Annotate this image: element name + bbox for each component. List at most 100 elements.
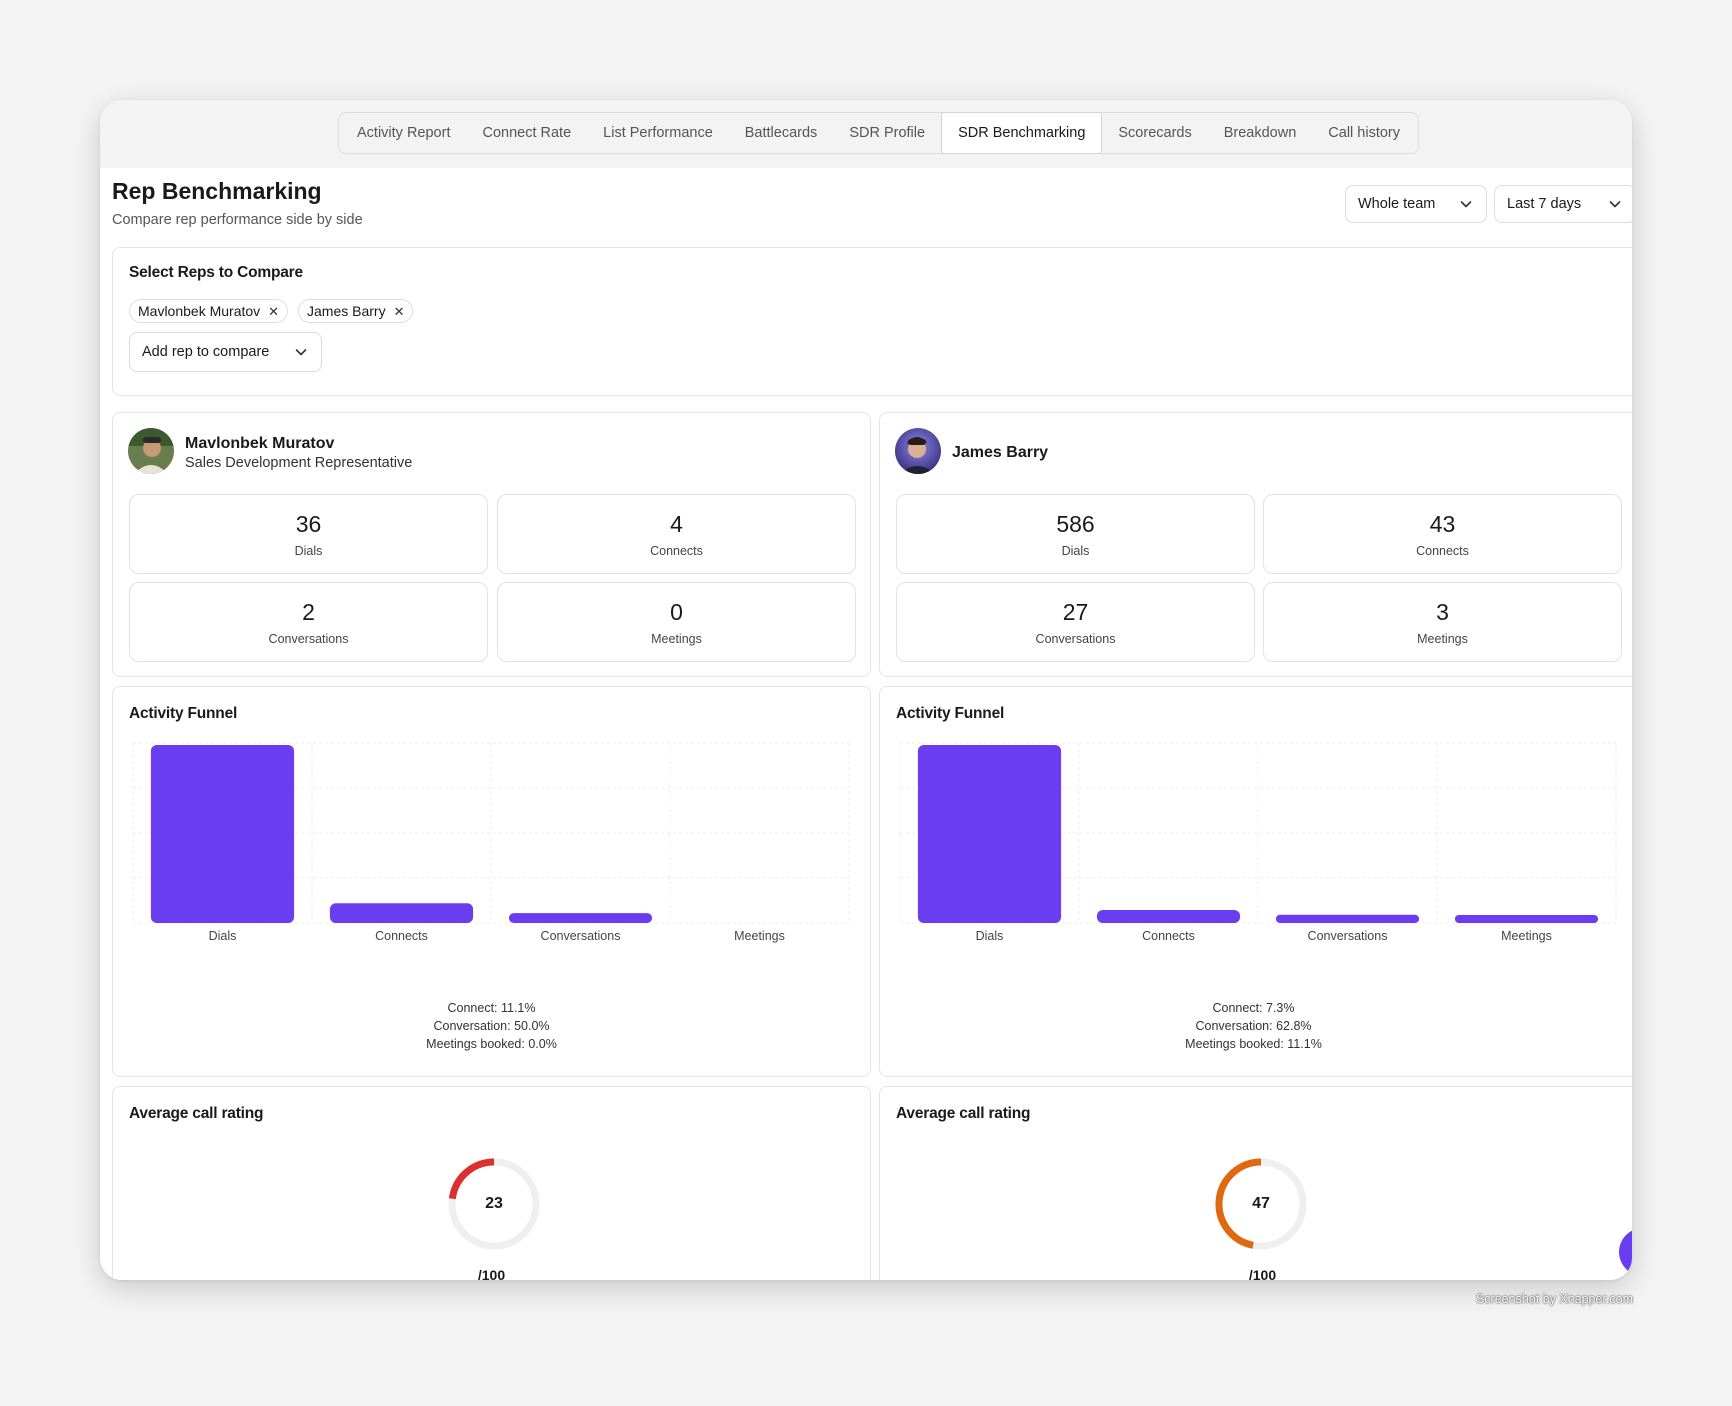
rep-selector-title: Select Reps to Compare	[129, 264, 303, 281]
stat-conversations: 2 Conversations	[129, 582, 488, 662]
stat-meetings: 0 Meetings	[497, 582, 856, 662]
stat-value: 36	[295, 511, 322, 537]
screenshot-credit: Screenshot by Xnapper.com	[1475, 1292, 1633, 1306]
stat-connects: 43 Connects	[1263, 494, 1622, 574]
x-axis-label: Conversations	[1308, 929, 1388, 943]
tab-list-performance[interactable]: List Performance	[603, 125, 713, 141]
chat-launcher-button[interactable]	[1619, 1228, 1632, 1276]
stat-meetings: 3 Meetings	[1263, 582, 1622, 662]
stat-value: 586	[1056, 511, 1095, 537]
stat-label: Meetings	[651, 632, 702, 646]
stat-value: 4	[670, 511, 683, 537]
team-filter-value: Whole team	[1358, 196, 1436, 212]
stat-label: Dials	[294, 544, 323, 558]
funnel-bar-meetings[interactable]	[1454, 915, 1599, 923]
rating-gauge: 47	[1213, 1156, 1309, 1252]
x-axis-label: Meetings	[1501, 929, 1552, 943]
stat-label: Connects	[1416, 544, 1469, 558]
call-rating-card: Average call rating 47 /100	[879, 1086, 1632, 1280]
connect-rate-text: Connect: 11.1%	[447, 1001, 536, 1015]
tab-connect-rate[interactable]: Connect Rate	[482, 125, 572, 141]
funnel-bar-connects[interactable]	[1096, 909, 1241, 923]
x-axis-label: Dials	[976, 929, 1004, 943]
funnel-title: Activity Funnel	[896, 705, 1005, 722]
funnel-bar-dials[interactable]	[150, 745, 295, 923]
meetings-rate-text: Meetings booked: 11.1%	[1185, 1037, 1322, 1051]
avatar	[128, 428, 174, 474]
rating-title: Average call rating	[129, 1105, 264, 1122]
stat-label: Meetings	[1417, 632, 1468, 646]
rep-name: Mavlonbek Muratov	[185, 435, 335, 452]
rep-chip: Mavlonbek Muratov ✕	[129, 299, 289, 323]
page-title: Rep Benchmarking	[112, 178, 322, 204]
rep-chip-label: James Barry	[307, 303, 386, 319]
tab-sdr-profile[interactable]: SDR Profile	[849, 125, 926, 141]
stat-conversations: 27 Conversations	[896, 582, 1255, 662]
tab-activity-report[interactable]: Activity Report	[357, 125, 451, 141]
meetings-rate-text: Meetings booked: 0.0%	[426, 1037, 557, 1051]
x-axis-label: Connects	[375, 929, 428, 943]
add-rep-label: Add rep to compare	[142, 344, 270, 360]
app-window: Activity Report Connect Rate List Perfor…	[100, 100, 1632, 1280]
activity-funnel-chart: Dials Connects Conversations Meetings	[132, 742, 850, 943]
rating-value: 23	[485, 1195, 503, 1212]
funnel-bar-connects[interactable]	[329, 903, 474, 923]
rep-chip-label: Mavlonbek Muratov	[138, 303, 261, 319]
rep-chip: James Barry ✕	[298, 299, 414, 323]
chevron-down-icon	[295, 349, 307, 356]
stat-value: 3	[1436, 599, 1449, 625]
funnel-bar-conversations[interactable]	[508, 913, 653, 923]
stat-value: 0	[670, 599, 683, 625]
x-axis-label: Conversations	[541, 929, 621, 943]
x-axis-label: Connects	[1142, 929, 1195, 943]
rep-profile-card: James Barry 586 Dials 43 Connects 27 Con…	[879, 412, 1632, 677]
tab-sdr-benchmarking[interactable]: SDR Benchmarking	[941, 112, 1103, 154]
stat-value: 43	[1429, 511, 1456, 537]
gauge-arc	[1215, 1158, 1262, 1249]
top-nav-bar: Activity Report Connect Rate List Perfor…	[100, 100, 1632, 168]
stat-connects: 4 Connects	[497, 494, 856, 574]
rating-title: Average call rating	[896, 1105, 1031, 1122]
stat-value: 27	[1062, 599, 1089, 625]
page-subtitle: Compare rep performance side by side	[112, 212, 363, 228]
chevron-down-icon	[1609, 201, 1621, 208]
funnel-bar-conversations[interactable]	[1275, 914, 1420, 923]
x-axis-label: Dials	[209, 929, 237, 943]
rep-selector-card: Select Reps to Compare Mavlonbek Muratov…	[112, 247, 1632, 396]
tab-call-history[interactable]: Call history	[1328, 125, 1400, 141]
remove-rep-icon[interactable]: ✕	[393, 303, 405, 319]
rep-profile-card: Mavlonbek Muratov Sales Development Repr…	[112, 412, 871, 677]
rating-value: 47	[1252, 1195, 1270, 1212]
chevron-down-icon	[1460, 201, 1472, 208]
rating-max: /100	[1248, 1267, 1277, 1280]
stat-label: Dials	[1061, 544, 1090, 558]
funnel-bar-dials[interactable]	[917, 745, 1062, 923]
stat-value: 2	[302, 599, 315, 625]
stat-dials: 36 Dials	[129, 494, 488, 574]
stat-label: Conversations	[1035, 632, 1116, 646]
avatar	[895, 428, 941, 474]
rep-role: Sales Development Representative	[185, 455, 413, 471]
connect-rate-text: Connect: 7.3%	[1212, 1001, 1295, 1015]
team-filter-select[interactable]: Whole team	[1345, 185, 1487, 223]
conversation-rate-text: Conversation: 50.0%	[433, 1019, 550, 1033]
conversation-rate-text: Conversation: 62.8%	[1195, 1019, 1312, 1033]
tab-bar: Activity Report Connect Rate List Perfor…	[338, 112, 1419, 154]
tab-scorecards[interactable]: Scorecards	[1118, 125, 1192, 141]
activity-funnel-card: Activity Funnel Dials Connects Conversatio…	[112, 686, 871, 1077]
tab-battlecards[interactable]: Battlecards	[744, 125, 818, 141]
rep-name: James Barry	[952, 444, 1049, 461]
gauge-arc	[448, 1158, 495, 1200]
rating-max: /100	[477, 1267, 506, 1280]
tab-breakdown[interactable]: Breakdown	[1223, 125, 1297, 141]
funnel-title: Activity Funnel	[129, 705, 238, 722]
activity-funnel-card: Activity Funnel Dials Connects Conversatio…	[879, 686, 1632, 1077]
stat-label: Connects	[650, 544, 703, 558]
remove-rep-icon[interactable]: ✕	[268, 303, 280, 319]
rating-gauge: 23	[446, 1156, 542, 1252]
date-range-value: Last 7 days	[1507, 196, 1582, 212]
x-axis-label: Meetings	[734, 929, 785, 943]
activity-funnel-chart: Dials Connects Conversations Meetings	[899, 742, 1617, 943]
add-rep-select[interactable]: Add rep to compare	[129, 332, 322, 372]
date-range-select[interactable]: Last 7 days	[1494, 185, 1632, 223]
